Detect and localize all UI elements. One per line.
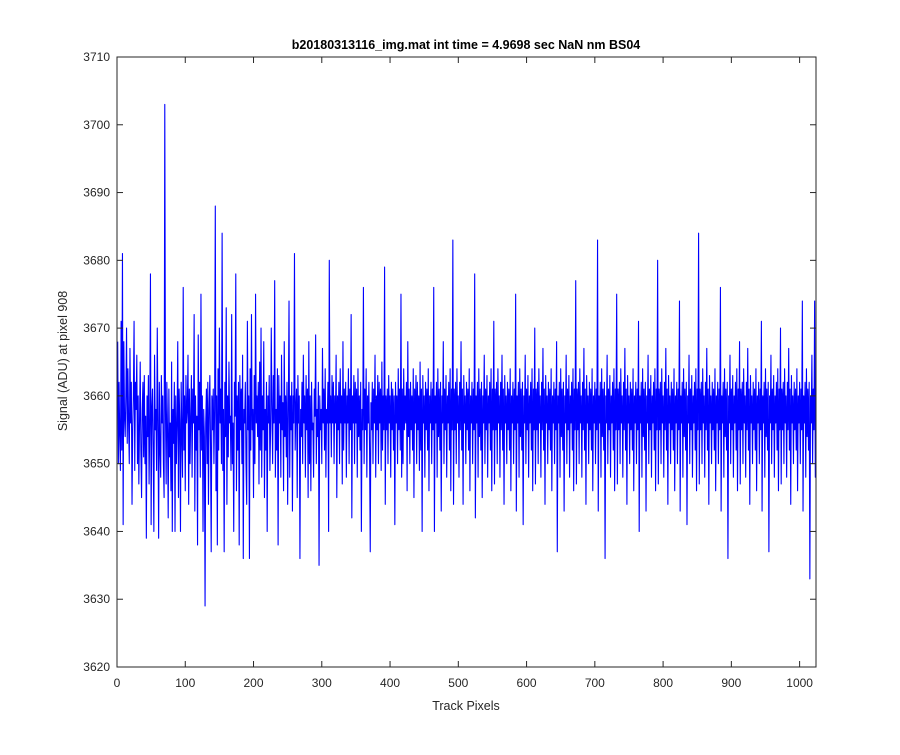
y-tick-label: 3640 <box>83 524 110 538</box>
y-tick-label: 3670 <box>83 321 110 335</box>
x-tick-label: 0 <box>114 676 121 690</box>
plot-area <box>117 103 816 607</box>
y-axis-title: Signal (ADU) at pixel 908 <box>56 291 70 431</box>
axes-box <box>116 56 817 668</box>
x-tick-label: 300 <box>312 676 332 690</box>
x-tick-label: 900 <box>721 676 741 690</box>
x-tick-label: 500 <box>448 676 468 690</box>
x-tick-label: 800 <box>653 676 673 690</box>
y-tick-label: 3650 <box>83 457 110 471</box>
y-tick-label: 3700 <box>83 118 110 132</box>
series-line-1 <box>117 103 816 607</box>
x-tick-label: 400 <box>380 676 400 690</box>
y-tick-label: 3630 <box>83 592 110 606</box>
y-tick-label: 3620 <box>83 660 110 674</box>
x-tick-label: 700 <box>585 676 605 690</box>
y-tick-label: 3690 <box>83 186 110 200</box>
chart-title: b20180313116_img.mat int time = 4.9698 s… <box>292 38 641 52</box>
x-axis-title: Track Pixels <box>432 699 500 713</box>
x-tick-label: 100 <box>175 676 195 690</box>
x-tick-label: 1000 <box>786 676 813 690</box>
y-tick-label: 3660 <box>83 389 110 403</box>
x-tick-label: 600 <box>517 676 537 690</box>
y-tick-label: 3680 <box>83 253 110 267</box>
x-tick-label: 200 <box>244 676 264 690</box>
y-tick-label: 3710 <box>83 50 110 64</box>
axes: 0 100 200 300 400 500 600 700 800 900 1000 3620 3630… <box>83 50 817 690</box>
